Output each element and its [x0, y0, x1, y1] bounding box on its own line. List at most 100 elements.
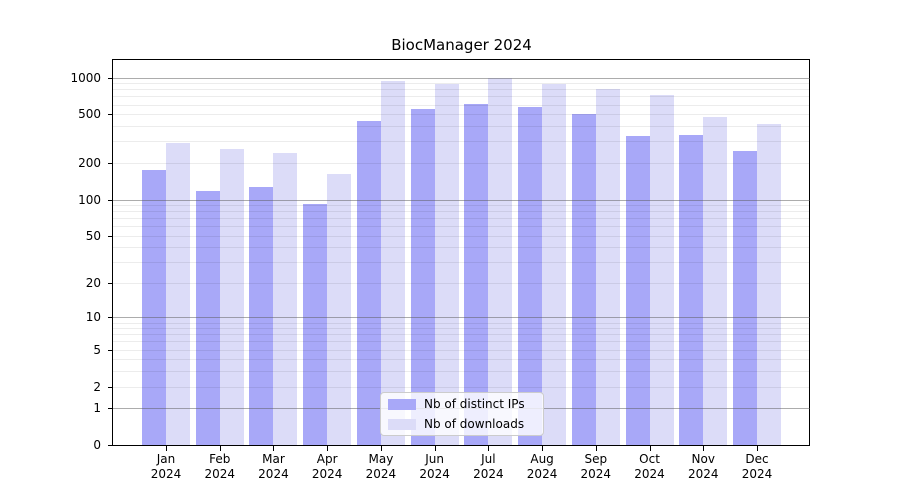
x-tick-mark	[219, 446, 221, 451]
bar-downloads	[595, 89, 620, 445]
gridline-minor	[113, 205, 810, 207]
gridline-minor	[113, 262, 810, 264]
x-tick-mark	[757, 446, 758, 451]
gridline-minor	[113, 341, 810, 343]
y-tick-label: 20	[85, 276, 101, 291]
bar-distinct-ips	[249, 187, 274, 445]
gridline-major	[113, 317, 810, 319]
y-tick-label: 1000	[70, 70, 101, 85]
legend-label-distinct-ips: Nb of distinct IPs	[424, 397, 525, 411]
bar-downloads	[542, 83, 567, 445]
y-tick-label: 0	[93, 438, 101, 452]
x-tick-label: Jan 2024	[150, 452, 182, 481]
y-tick-label: 10	[85, 310, 101, 325]
legend-item-downloads: Nb of downloads	[388, 415, 543, 433]
bar-distinct-ips	[625, 136, 650, 445]
gridline-minor	[113, 211, 810, 213]
gridline-minor	[113, 283, 810, 285]
x-tick-mark	[166, 446, 167, 451]
gridline-minor	[113, 226, 810, 228]
x-tick-mark	[273, 446, 275, 451]
y-tick-label: 50	[85, 228, 101, 243]
y-tick-mark	[108, 349, 113, 351]
y-tick-mark	[108, 114, 113, 116]
y-tick-mark	[108, 386, 113, 388]
bar-distinct-ips	[303, 203, 328, 445]
y-tick-label: 500	[78, 107, 101, 122]
bar-downloads	[273, 153, 298, 445]
gridline-minor	[113, 247, 810, 249]
y-tick-label: 5	[93, 342, 101, 357]
bar-distinct-ips	[464, 104, 489, 445]
gridline-minor	[113, 386, 810, 388]
y-tick-label: 200	[78, 155, 101, 170]
x-tick-mark	[380, 446, 382, 451]
legend-item-distinct-ips: Nb of distinct IPs	[388, 395, 543, 413]
x-tick-mark	[434, 446, 436, 451]
gridline-minor	[113, 322, 810, 324]
x-tick-label: Apr 2024	[311, 452, 343, 481]
x-tick-label: Dec 2024	[741, 452, 773, 481]
bar-distinct-ips	[679, 135, 704, 445]
bar-downloads	[380, 81, 405, 445]
y-tick-mark	[108, 445, 113, 446]
bar-distinct-ips	[518, 106, 543, 445]
legend-label-downloads: Nb of downloads	[424, 417, 525, 431]
x-tick-mark	[649, 446, 651, 451]
y-tick-mark	[108, 317, 113, 319]
legend: Nb of distinct IPs Nb of downloads	[380, 392, 544, 436]
bar-downloads	[703, 116, 728, 445]
x-tick-label: Nov 2024	[687, 452, 719, 481]
x-tick-label: Aug 2024	[526, 452, 558, 481]
gridline-minor	[113, 96, 810, 98]
x-tick-mark	[488, 446, 490, 451]
bar-downloads	[434, 83, 459, 445]
gridline-minor	[113, 218, 810, 220]
chart-title: BiocManager 2024	[391, 36, 532, 54]
gridline-minor	[113, 235, 810, 237]
bar-downloads	[219, 149, 244, 445]
bar-downloads	[488, 78, 513, 445]
y-tick-mark	[108, 235, 113, 237]
y-tick-label: 100	[78, 192, 101, 207]
gridline-minor	[113, 83, 810, 85]
y-tick-mark	[108, 408, 113, 410]
downloads-swatch-icon	[388, 418, 416, 430]
bar-distinct-ips	[356, 121, 381, 445]
gridline-minor	[113, 141, 810, 143]
gridline-minor	[113, 89, 810, 91]
gridline-minor	[113, 359, 810, 361]
x-tick-label: Jun 2024	[419, 452, 450, 481]
x-tick-mark	[542, 446, 544, 451]
y-tick-mark	[108, 283, 113, 285]
gridline-minor	[113, 104, 810, 106]
bar-downloads	[166, 143, 190, 445]
x-tick-label: May 2024	[365, 452, 397, 481]
gridline-minor	[113, 334, 810, 336]
x-tick-label: Mar 2024	[258, 452, 289, 481]
x-tick-mark	[703, 446, 705, 451]
bar-downloads	[757, 123, 781, 445]
bar-downloads	[649, 95, 674, 445]
gridline-major	[113, 199, 810, 201]
gridline-minor	[113, 328, 810, 330]
bar-downloads	[327, 174, 352, 445]
y-tick-mark	[108, 77, 113, 79]
gridline-minor	[113, 126, 810, 128]
x-tick-label: Jul 2024	[473, 452, 504, 481]
x-tick-label: Feb 2024	[204, 452, 235, 481]
y-tick-mark	[108, 162, 113, 164]
y-tick-label: 1	[93, 401, 101, 416]
y-tick-mark	[108, 199, 113, 201]
distinct-ips-swatch-icon	[388, 398, 416, 410]
bar-distinct-ips	[733, 151, 757, 445]
bar-distinct-ips	[142, 169, 166, 445]
gridline-minor	[113, 114, 810, 116]
x-tick-label: Oct 2024	[634, 452, 665, 481]
bar-distinct-ips	[571, 113, 596, 445]
x-tick-mark	[327, 446, 329, 451]
x-tick-label: Sep 2024	[580, 452, 612, 481]
gridline-minor	[113, 349, 810, 351]
y-tick-label: 2	[93, 379, 101, 394]
